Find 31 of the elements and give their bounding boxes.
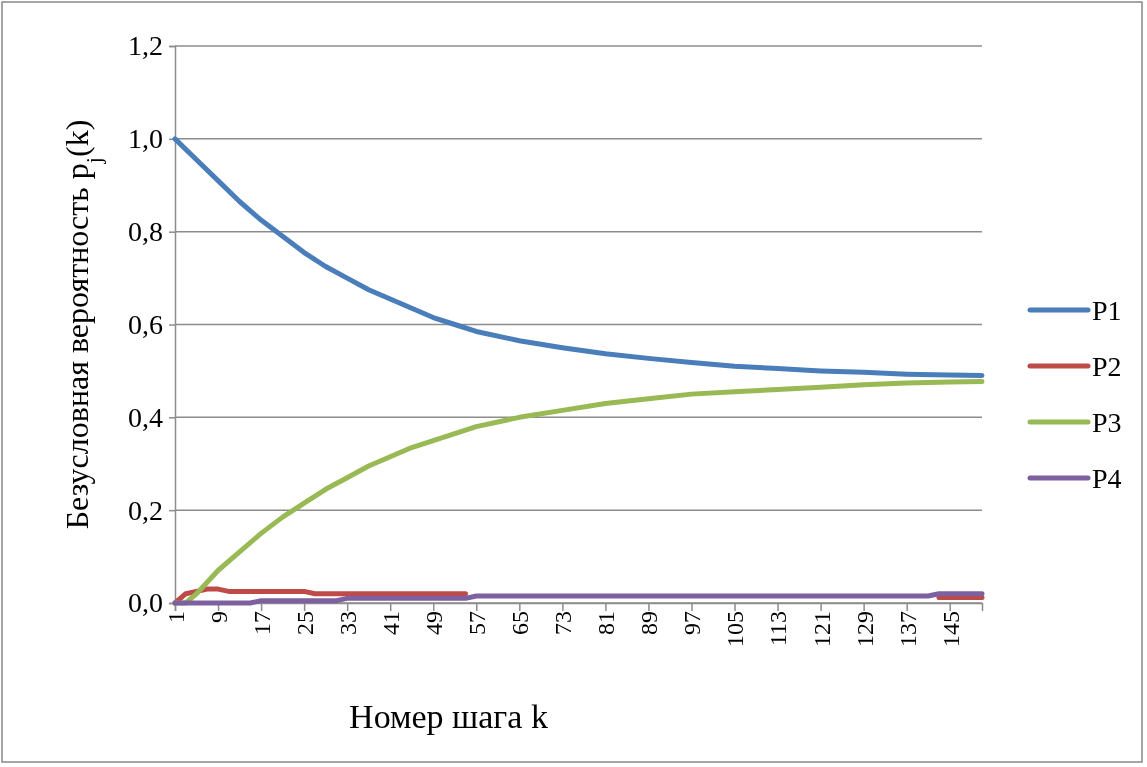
x-tick-label: 89 — [636, 611, 663, 635]
x-tick-label: 25 — [292, 611, 319, 635]
x-axis-title: Номер шага k — [349, 698, 548, 735]
x-tick-label: 121 — [808, 611, 835, 647]
y-tick-label: 0,6 — [128, 308, 163, 340]
x-tick-label: 137 — [894, 611, 921, 647]
x-tick-label: 41 — [378, 611, 405, 635]
x-tick-label: 65 — [507, 611, 534, 635]
x-tick-label: 105 — [722, 611, 749, 647]
y-tick-label: 0,2 — [128, 494, 163, 526]
x-tick-label: 57 — [464, 611, 491, 635]
x-tick-label: 33 — [335, 611, 362, 635]
legend-label: P2 — [1092, 351, 1122, 382]
legend-label: P4 — [1092, 463, 1122, 494]
x-tick-label: 1 — [162, 611, 189, 623]
x-tick-label: 129 — [851, 611, 878, 647]
x-tick-label: 145 — [937, 611, 964, 647]
x-tick-label: 81 — [593, 611, 620, 635]
x-tick-label: 73 — [550, 611, 577, 635]
x-tick-label: 97 — [679, 611, 706, 635]
x-tick-label: 9 — [205, 611, 232, 623]
x-tick-label: 17 — [248, 611, 275, 635]
y-tick-label: 0,0 — [128, 587, 163, 619]
y-tick-label: 0,8 — [128, 216, 163, 248]
y-tick-label: 1,2 — [128, 30, 163, 62]
y-tick-label: 1,0 — [128, 123, 163, 155]
legend-label: P3 — [1092, 407, 1122, 438]
x-tick-label: 113 — [765, 611, 792, 647]
y-tick-label: 0,4 — [128, 401, 163, 433]
x-tick-label: 49 — [421, 611, 448, 635]
legend-label: P1 — [1092, 295, 1122, 326]
